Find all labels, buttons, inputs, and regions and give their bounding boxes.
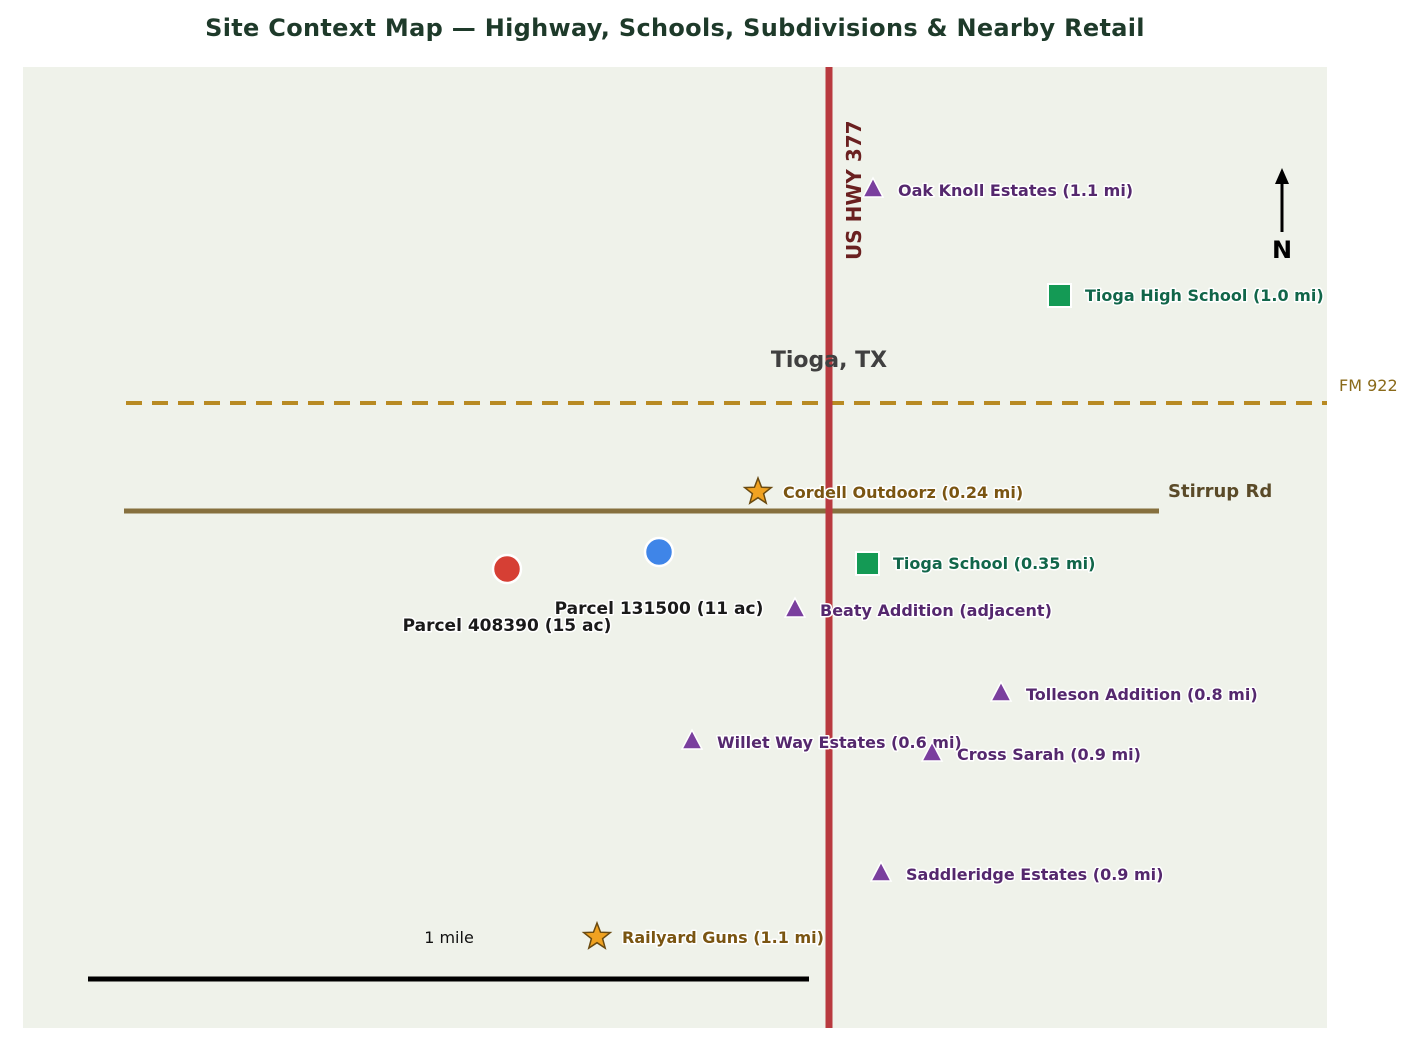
map-title: Site Context Map — Highway, Schools, Sub… [205, 14, 1145, 42]
square-marker-icon [1047, 283, 1072, 308]
subdivision-saddleridge-estates[interactable]: Saddleridge Estates (0.9 mi) [869, 860, 1165, 886]
subdivision-beaty-addition[interactable]: Beaty Addition (adjacent) [783, 596, 1053, 622]
retail-label: Cordell Outdoorz (0.24 mi) [783, 483, 1023, 502]
triangle-marker-icon [783, 596, 807, 618]
north-label: N [1272, 236, 1292, 264]
school-label: Tioga School (0.35 mi) [893, 554, 1095, 573]
subdivision-label: Cross Sarah (0.9 mi) [957, 745, 1141, 764]
retail-label: Railyard Guns (1.1 mi) [622, 928, 824, 947]
subdivision-label: Beaty Addition (adjacent) [820, 601, 1052, 620]
star-marker-icon [581, 920, 613, 950]
star-marker-icon [742, 475, 774, 505]
town-label: Tioga, TX [771, 348, 887, 373]
parcel-408390[interactable]: Parcel 408390 (15 ac) [401, 553, 613, 638]
north-arrowhead-icon [1275, 168, 1289, 184]
subdivision-label: Oak Knoll Estates (1.1 mi) [898, 181, 1133, 200]
stirrup-road-label: Stirrup Rd [1168, 481, 1272, 502]
subdivision-label: Willet Way Estates (0.6 mi) [717, 733, 962, 752]
north-arrow: N [1272, 168, 1292, 264]
map-background [23, 67, 1327, 1028]
us-hwy-377-label: US HWY 377 [842, 120, 866, 260]
parcel-131500[interactable]: Parcel 131500 (11 ac) [553, 536, 765, 621]
subdivision-oak-knoll-estates[interactable]: Oak Knoll Estates (1.1 mi) [861, 176, 1135, 202]
retail-railyard-guns[interactable]: Railyard Guns (1.1 mi) [581, 920, 825, 950]
school-tioga-school[interactable]: Tioga School (0.35 mi) [855, 551, 1097, 576]
triangle-marker-icon [861, 176, 885, 198]
triangle-marker-icon [680, 728, 704, 750]
subdivision-tolleson-addition[interactable]: Tolleson Addition (0.8 mi) [989, 680, 1259, 706]
school-tioga-high-school[interactable]: Tioga High School (1.0 mi) [1047, 283, 1325, 308]
fm-922-label: FM 922 [1339, 376, 1398, 395]
parcel-label: Parcel 408390 (15 ac) [403, 616, 612, 636]
subdivision-willet-way-estates[interactable]: Willet Way Estates (0.6 mi) [680, 728, 963, 754]
subdivision-cross-sarah[interactable]: Cross Sarah (0.9 mi) [920, 740, 1142, 766]
retail-cordell-outdoorz[interactable]: Cordell Outdoorz (0.24 mi) [742, 475, 1025, 505]
subdivision-label: Tolleson Addition (0.8 mi) [1026, 685, 1258, 704]
school-label: Tioga High School (1.0 mi) [1085, 286, 1324, 305]
square-marker-icon [855, 551, 880, 576]
parcel-label: Parcel 131500 (11 ac) [555, 599, 764, 619]
circle-marker-icon [491, 553, 523, 585]
triangle-marker-icon [869, 860, 893, 882]
triangle-marker-icon [920, 740, 944, 762]
scale-bar: 1 mile [88, 928, 809, 982]
scale-label: 1 mile [424, 928, 474, 947]
circle-marker-icon [643, 536, 675, 568]
triangle-marker-icon [989, 680, 1013, 702]
subdivision-label: Saddleridge Estates (0.9 mi) [906, 865, 1163, 884]
